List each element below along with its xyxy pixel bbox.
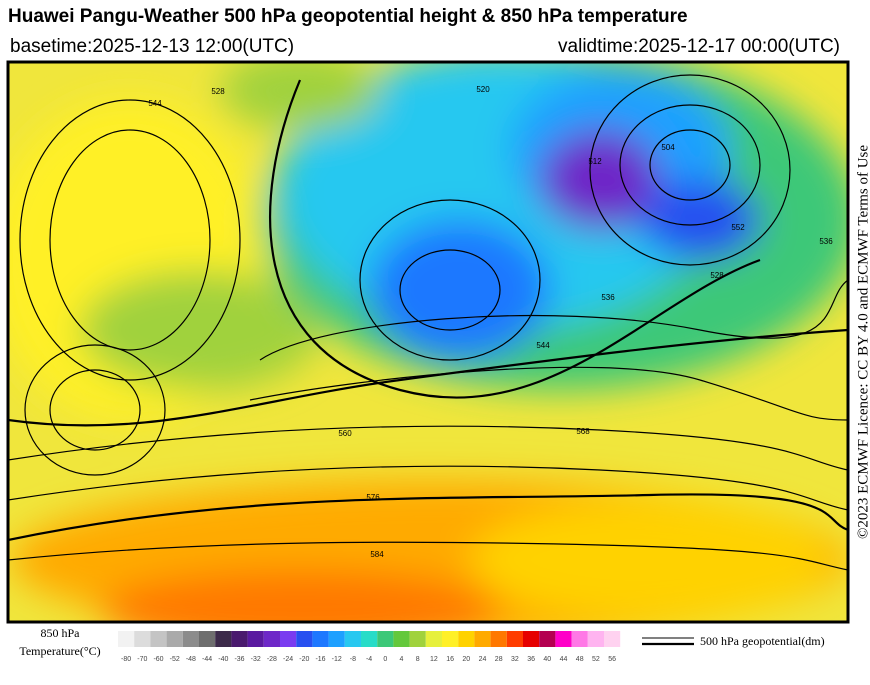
colorbar-label: 24 xyxy=(479,656,487,663)
basetime: basetime:2025-12-13 12:00(UTC) xyxy=(10,36,294,57)
colorbar-label: -28 xyxy=(267,656,277,663)
contour-label: 536 xyxy=(819,237,833,246)
colorbar-swatch xyxy=(182,631,199,647)
colorbar-label: -60 xyxy=(153,656,163,663)
colorbar-swatch xyxy=(361,631,378,647)
contour-label: 536 xyxy=(601,293,615,302)
contour-label: 528 xyxy=(211,87,225,96)
map-frame xyxy=(6,60,850,624)
colorbar-label: -48 xyxy=(186,656,196,663)
colorbar-label: -52 xyxy=(170,656,180,663)
colorbar-label: 16 xyxy=(446,656,454,663)
colorbar-swatch xyxy=(247,631,264,647)
colorbar-label: 48 xyxy=(576,656,584,663)
colorbar-swatch xyxy=(296,631,313,647)
colorbar-label: -20 xyxy=(299,656,309,663)
colorbar-label: -12 xyxy=(332,656,342,663)
colorbar-label: -16 xyxy=(315,656,325,663)
contour-label: 520 xyxy=(476,85,490,94)
colorbar-swatch xyxy=(506,631,523,647)
colorbar-label: -40 xyxy=(218,656,228,663)
colorbar-swatch xyxy=(409,631,426,647)
colorbar-label: 8 xyxy=(416,656,420,663)
colorbar-swatch xyxy=(442,631,459,647)
colorbar-swatch xyxy=(215,631,232,647)
colorbar-swatch xyxy=(490,631,507,647)
colorbar-swatch xyxy=(458,631,475,647)
colorbar-swatch xyxy=(280,631,297,647)
colorbar-label: -80 xyxy=(121,656,131,663)
contour-label: 584 xyxy=(370,550,384,559)
colorbar-label: -32 xyxy=(251,656,261,663)
colorbar-label: -4 xyxy=(366,656,372,663)
colorbar-title: Temperature(°C) xyxy=(19,644,100,658)
colorbar-swatch xyxy=(571,631,588,647)
colorbar-label: 56 xyxy=(608,656,616,663)
colorbar-label: 12 xyxy=(430,656,438,663)
colorbar-label: 36 xyxy=(527,656,535,663)
line-legend: 500 hPa geopotential(dm) xyxy=(700,634,825,648)
colorbar-swatch xyxy=(604,631,621,647)
colorbar-label: -36 xyxy=(234,656,244,663)
contour-label: 568 xyxy=(576,427,590,436)
colorbar-swatch xyxy=(587,631,604,647)
colorbar-swatch xyxy=(523,631,540,647)
colorbar-swatch xyxy=(474,631,491,647)
colorbar-label: 44 xyxy=(560,656,568,663)
contour-label: 512 xyxy=(588,157,602,166)
colorbar-swatch xyxy=(539,631,556,647)
colorbar-label: 52 xyxy=(592,656,600,663)
colorbar-label: 28 xyxy=(495,656,503,663)
contour-label: 504 xyxy=(661,143,675,152)
colorbar-swatch xyxy=(555,631,572,647)
colorbar-label: -70 xyxy=(137,656,147,663)
title: Huawei Pangu-Weather 500 hPa geopotentia… xyxy=(8,6,688,27)
contour-label: 544 xyxy=(148,99,162,108)
contour-label: 552 xyxy=(731,223,745,232)
colorbar-label: -8 xyxy=(350,656,356,663)
colorbar-title: 850 hPa xyxy=(41,626,81,640)
colorbar-swatch xyxy=(393,631,410,647)
colorbar-label: 0 xyxy=(383,656,387,663)
colorbar-label: 20 xyxy=(462,656,470,663)
colorbar-label: -44 xyxy=(202,656,212,663)
colorbar-swatch xyxy=(425,631,442,647)
colorbar-swatch xyxy=(134,631,151,647)
validtime: validtime:2025-12-17 00:00(UTC) xyxy=(558,36,840,57)
colorbar-label: 4 xyxy=(400,656,404,663)
colorbar-label: 40 xyxy=(543,656,551,663)
colorbar-swatch xyxy=(199,631,216,647)
colorbar-swatch xyxy=(150,631,167,647)
colorbar-swatch xyxy=(166,631,183,647)
colorbar-swatch xyxy=(231,631,248,647)
colorbar-swatch xyxy=(118,631,135,647)
colorbar-swatch xyxy=(263,631,280,647)
contour-label: 544 xyxy=(536,341,550,350)
contour-label: 576 xyxy=(366,493,380,502)
colorbar-label: -24 xyxy=(283,656,293,663)
colorbar-label: 32 xyxy=(511,656,519,663)
colorbar-swatch xyxy=(328,631,345,647)
contour-label: 528 xyxy=(710,271,724,280)
map: 544 528 520 504 512 552 544 560 568 576 584 536 528 5… xyxy=(8,62,848,622)
colorbar-swatch xyxy=(312,631,329,647)
contour-label: 560 xyxy=(338,429,352,438)
colorbar-swatch xyxy=(377,631,394,647)
licence: ©2023 ECMWF Licence: CC BY 4.0 and ECMWF… xyxy=(855,145,870,539)
colorbar-swatch xyxy=(344,631,361,647)
